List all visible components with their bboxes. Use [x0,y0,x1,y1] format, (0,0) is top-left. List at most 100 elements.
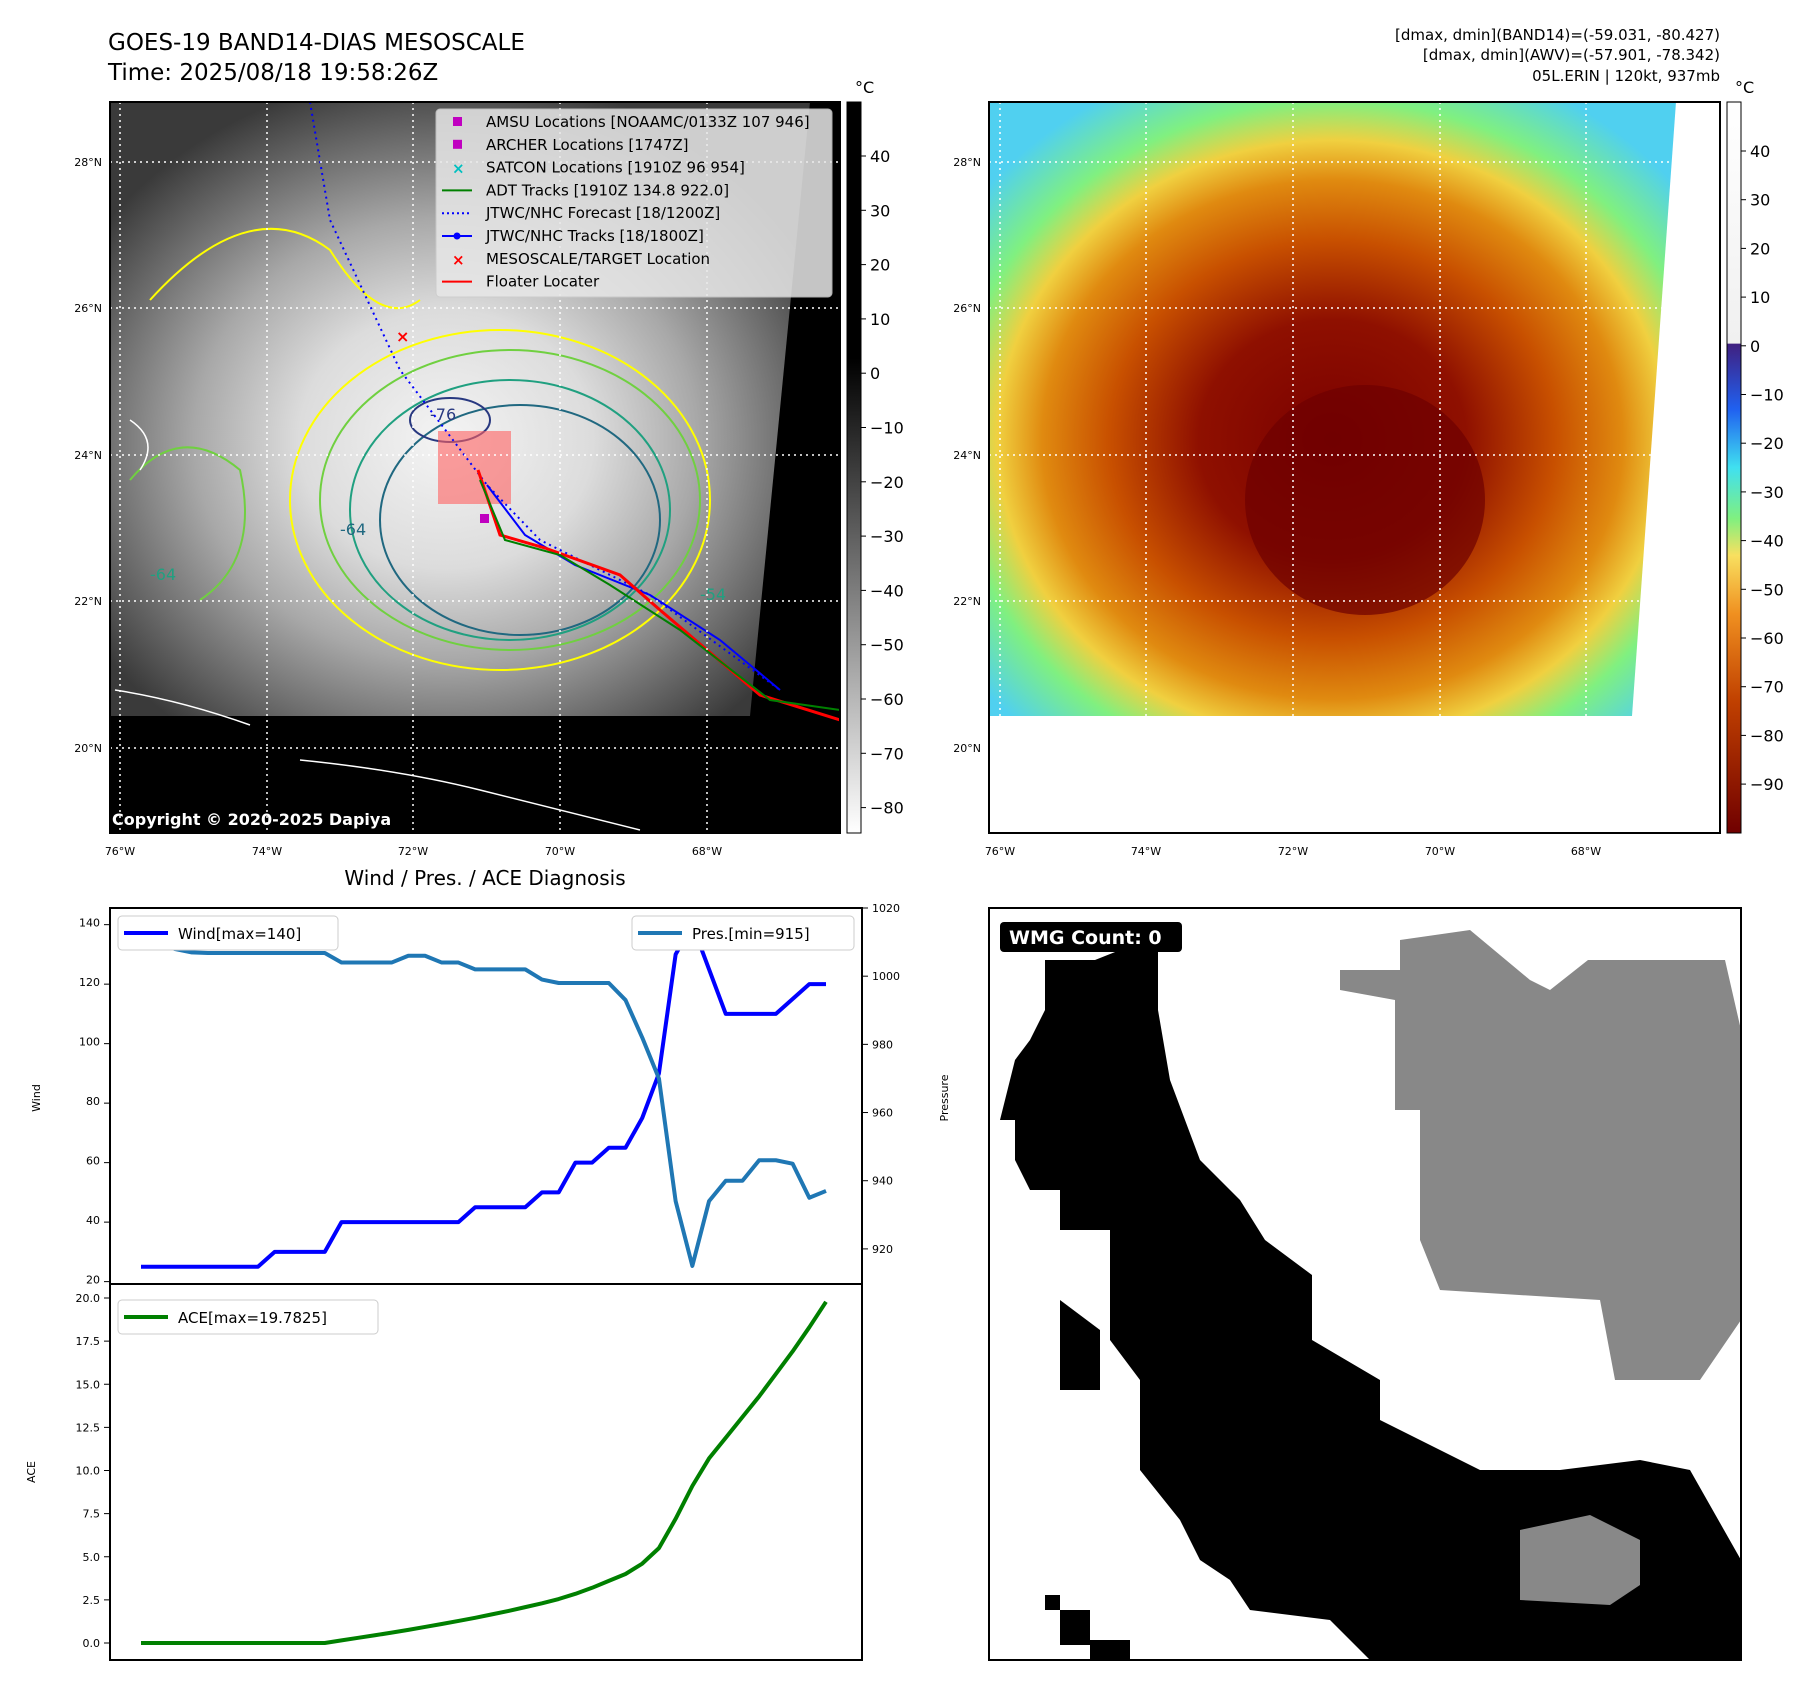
colorbar-ir [847,102,861,833]
lon-label: 72°W [398,845,428,858]
colorbar-tick: 40 [870,147,890,166]
wind-line [141,925,826,1267]
colorbar-tick: −20 [1750,434,1784,453]
colorbar-tick: −30 [870,527,904,546]
lat-label: 22°N [74,595,102,608]
square-marker-icon [453,117,462,126]
contour-label: -76 [430,405,456,424]
pressure-tick: 960 [872,1107,893,1120]
contour-label: -64 [340,520,366,539]
legend-label: JTWC/NHC Forecast [18/1200Z] [485,204,720,222]
ace-tick: 7.5 [83,1508,101,1521]
colorbar-tick: 20 [870,256,890,275]
pressure-legend-label: Pres.[min=915] [692,925,810,943]
colorbar-tick: 30 [870,201,890,220]
lon-label: 76°W [105,845,135,858]
lat-label: 24°N [953,449,981,462]
legend-item: AMSU Locations [NOAAMC/0133Z 107 946] [453,113,810,131]
colorbar-tick: 10 [870,310,890,329]
colorbar-awv [1727,102,1741,833]
colorbar-tick: 0 [870,364,880,383]
wind-plot-frame [110,908,862,1284]
lat-label: 20°N [74,742,102,755]
info-line1: [dmax, dmin](BAND14)=(-59.031, -80.427) [1395,26,1720,44]
colorbar-tick: 30 [1750,191,1770,210]
legend-item: ARCHER Locations [1747Z] [453,136,689,154]
lon-label: 70°W [1425,845,1455,858]
lat-label: 26°N [74,302,102,315]
info-line2: [dmax, dmin](AWV)=(-57.901, -78.342) [1423,46,1720,64]
pressure-tick: 920 [872,1243,893,1256]
lon-label: 68°W [692,845,722,858]
legend-label: Floater Locater [486,273,600,291]
colorbar-tick: −10 [1750,386,1784,405]
ace-axis-label: ACE [25,1461,38,1483]
colorbar-tick: −90 [1750,775,1784,794]
colorbar-tick: −20 [870,473,904,492]
lon-label: 70°W [545,845,575,858]
ace-tick: 12.5 [76,1421,101,1434]
colorbar-tick: −40 [1750,532,1784,551]
legend-item: ×MESOSCALE/TARGET Location [452,250,710,269]
lon-label: 74°W [252,845,282,858]
lat-label: 28°N [953,156,981,169]
colorbar-tick: −30 [1750,483,1784,502]
colorbar-tick: 0 [1750,337,1760,356]
wind-tick: 80 [86,1095,100,1108]
lat-label: 20°N [953,742,981,755]
awv-map-panel [989,102,1720,833]
pressure-tick: 1000 [872,970,900,983]
ace-tick: 2.5 [83,1594,101,1607]
colorbar-tick: −70 [870,744,904,763]
archer-marker-icon [480,514,489,523]
ace-legend-label: ACE[max=19.7825] [178,1309,327,1327]
map-legend: AMSU Locations [NOAAMC/0133Z 107 946] ARC… [436,109,832,297]
colorbar-unit: °C [1735,78,1754,97]
info-line3: 05L.ERIN | 120kt, 937mb [1532,67,1720,85]
wind-legend-label: Wind[max=140] [178,925,301,943]
title-line1: GOES-19 BAND14-DIAS MESOSCALE [108,30,525,56]
contour-label: -64 [150,565,176,584]
colorbar-tick: 40 [1750,142,1770,161]
wind-tick: 20 [86,1274,100,1287]
legend-label: AMSU Locations [NOAAMC/0133Z 107 946] [486,113,810,131]
ace-tick: 20.0 [76,1292,101,1305]
lon-label: 74°W [1131,845,1161,858]
ace-legend: ACE[max=19.7825] [118,1300,378,1334]
wind-tick: 120 [79,976,100,989]
colorbar-tick: −10 [870,419,904,438]
colorbar-tick: 10 [1750,288,1770,307]
chart-title: Wind / Pres. / ACE Diagnosis [344,866,625,890]
copyright-text: Copyright © 2020-2025 Dapiya [112,810,391,829]
lon-label: 76°W [985,845,1015,858]
wind-tick: 140 [79,917,100,930]
ace-tick: 15.0 [76,1378,101,1391]
pressure-tick: 1020 [872,902,900,915]
legend-item: ADT Tracks [1910Z 134.8 922.0] [442,181,729,199]
colorbar-tick: −50 [1750,580,1784,599]
colorbar-unit: °C [855,78,874,97]
lon-label: 72°W [1278,845,1308,858]
mesoscale-box [438,431,511,504]
colorbar-tick: −60 [870,690,904,709]
lat-label: 28°N [74,156,102,169]
colorbar-tick: −80 [1750,726,1784,745]
legend-label: MESOSCALE/TARGET Location [486,250,710,268]
lat-label: 26°N [953,302,981,315]
wind-legend: Wind[max=140] [118,916,338,950]
legend-label: SATCON Locations [1910Z 96 954] [486,159,745,177]
legend-label: ARCHER Locations [1747Z] [486,136,689,154]
lon-label: 68°W [1571,845,1601,858]
wind-axis-label: Wind [30,1084,43,1112]
ace-tick: 10.0 [76,1465,101,1478]
pressure-tick: 980 [872,1038,893,1051]
pressure-axis-label: Pressure [938,1074,951,1121]
pressure-legend: Pres.[min=915] [632,916,854,950]
wmg-panel: WMG Count: 0 [989,908,1741,1660]
colorbar-tick: −60 [1750,629,1784,648]
wmg-count-label: WMG Count: 0 [1009,927,1162,949]
ace-tick: 17.5 [76,1335,101,1348]
title-line2: Time: 2025/08/18 19:58:26Z [107,60,438,86]
legend-label: ADT Tracks [1910Z 134.8 922.0] [486,181,729,199]
